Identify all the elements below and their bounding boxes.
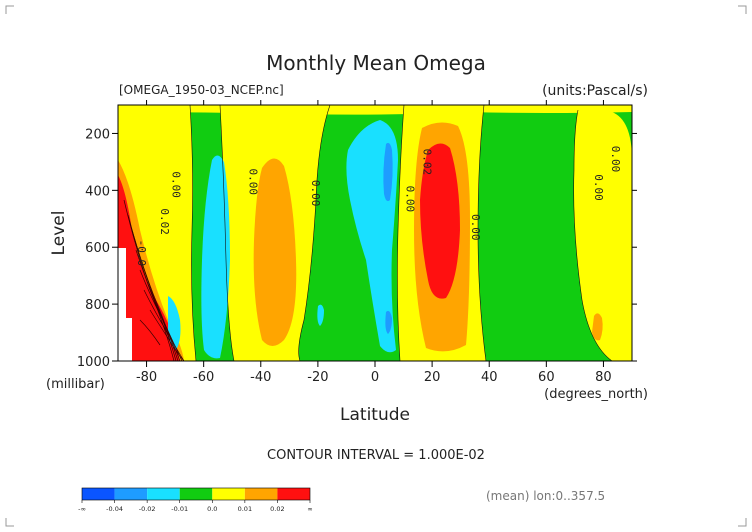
x-tick-label: 20 bbox=[424, 370, 441, 385]
chart-title: Monthly Mean Omega bbox=[266, 51, 486, 75]
corner-marks bbox=[5, 5, 747, 527]
mean-longitude-label: (mean) lon:0..357.5 bbox=[486, 489, 605, 503]
legend-swatch bbox=[82, 488, 115, 500]
color-legend: -∞ -0.04 -0.02 -0.01 0.0 0.01 0.02 ∞ bbox=[78, 487, 313, 513]
contour-label: 0.00 bbox=[469, 214, 482, 241]
units-label: (units:Pascal/s) bbox=[542, 83, 648, 99]
legend-swatch bbox=[114, 488, 148, 500]
legend-swatch bbox=[212, 488, 245, 500]
y-axis-label: Level bbox=[49, 211, 69, 256]
contour-label: 0.02 bbox=[421, 149, 434, 176]
region-cyan-south bbox=[201, 155, 230, 359]
y-tick-label: 600 bbox=[85, 241, 110, 256]
legend-label: -0.04 bbox=[106, 505, 123, 513]
contour-labels: 0.00 0.02 -0.0 0.00 0.00 0.00 0.02 0.00 0.00 0.00 bbox=[135, 146, 622, 266]
contour-outlines bbox=[189, 105, 613, 361]
missing-data-block bbox=[118, 248, 132, 361]
contour-label: -0.0 bbox=[135, 240, 148, 267]
contour-label: 0.00 bbox=[169, 171, 182, 198]
region-cyan-polar bbox=[168, 296, 181, 350]
plot-area bbox=[118, 105, 632, 361]
y-tick-label: 200 bbox=[85, 127, 110, 142]
region-orange-polar bbox=[592, 313, 603, 341]
x-axis-unit: (degrees_north) bbox=[544, 387, 648, 402]
y-tick-label: 1000 bbox=[77, 355, 110, 370]
legend-label: 0.02 bbox=[270, 505, 284, 513]
contour-interval-label: CONTOUR INTERVAL = 1.000E-02 bbox=[267, 448, 485, 463]
x-tick-label: -20 bbox=[307, 370, 328, 385]
file-label: [OMEGA_1950-03_NCEP.nc] bbox=[119, 83, 284, 97]
contour-label: 0.00 bbox=[309, 180, 322, 207]
legend-label: -∞ bbox=[78, 505, 86, 513]
y-tick-label: 400 bbox=[85, 184, 110, 199]
region-blue-core bbox=[383, 142, 393, 202]
x-tick-label: 0 bbox=[371, 370, 379, 385]
x-tick-label: -60 bbox=[193, 370, 214, 385]
legend-label: ∞ bbox=[307, 505, 312, 513]
contour-label: 0.00 bbox=[592, 174, 605, 201]
y-axis-unit: (millibar) bbox=[46, 377, 105, 392]
legend-label: 0.0 bbox=[207, 505, 217, 513]
region-orange-south bbox=[253, 158, 297, 346]
x-tick-label: 60 bbox=[538, 370, 555, 385]
legend-swatch bbox=[277, 488, 310, 500]
x-axis-label: Latitude bbox=[340, 405, 410, 425]
region-yellow-cap bbox=[118, 105, 632, 115]
legend-label: -0.02 bbox=[139, 505, 156, 513]
region-cyan-small bbox=[317, 304, 324, 326]
contour-label: 0.00 bbox=[609, 146, 622, 173]
region-red-north bbox=[420, 143, 460, 299]
contour-lines-south bbox=[123, 199, 185, 361]
contour-label: 0.00 bbox=[403, 186, 416, 213]
legend-frame bbox=[81, 487, 311, 501]
region-yellow-polar bbox=[573, 109, 632, 361]
y-axis-ticks: 200 400 600 800 1000 bbox=[77, 127, 637, 370]
legend-label: 0.01 bbox=[238, 505, 252, 513]
contour-label: 0.00 bbox=[246, 169, 259, 196]
legend-swatch bbox=[244, 488, 278, 500]
legend-swatch bbox=[179, 488, 213, 500]
x-tick-label: -80 bbox=[136, 370, 157, 385]
x-axis-ticks: -80 -60 -40 -20 0 20 40 60 80 bbox=[136, 100, 612, 385]
x-tick-label: -40 bbox=[250, 370, 271, 385]
legend-label: -0.01 bbox=[171, 505, 188, 513]
contour-label: 0.02 bbox=[158, 208, 171, 235]
x-tick-label: 40 bbox=[481, 370, 498, 385]
legend-swatch bbox=[147, 488, 180, 500]
x-tick-label: 80 bbox=[595, 370, 612, 385]
region-blue-low bbox=[385, 310, 392, 334]
y-tick-label: 800 bbox=[85, 298, 110, 313]
region-red-left bbox=[118, 175, 180, 361]
